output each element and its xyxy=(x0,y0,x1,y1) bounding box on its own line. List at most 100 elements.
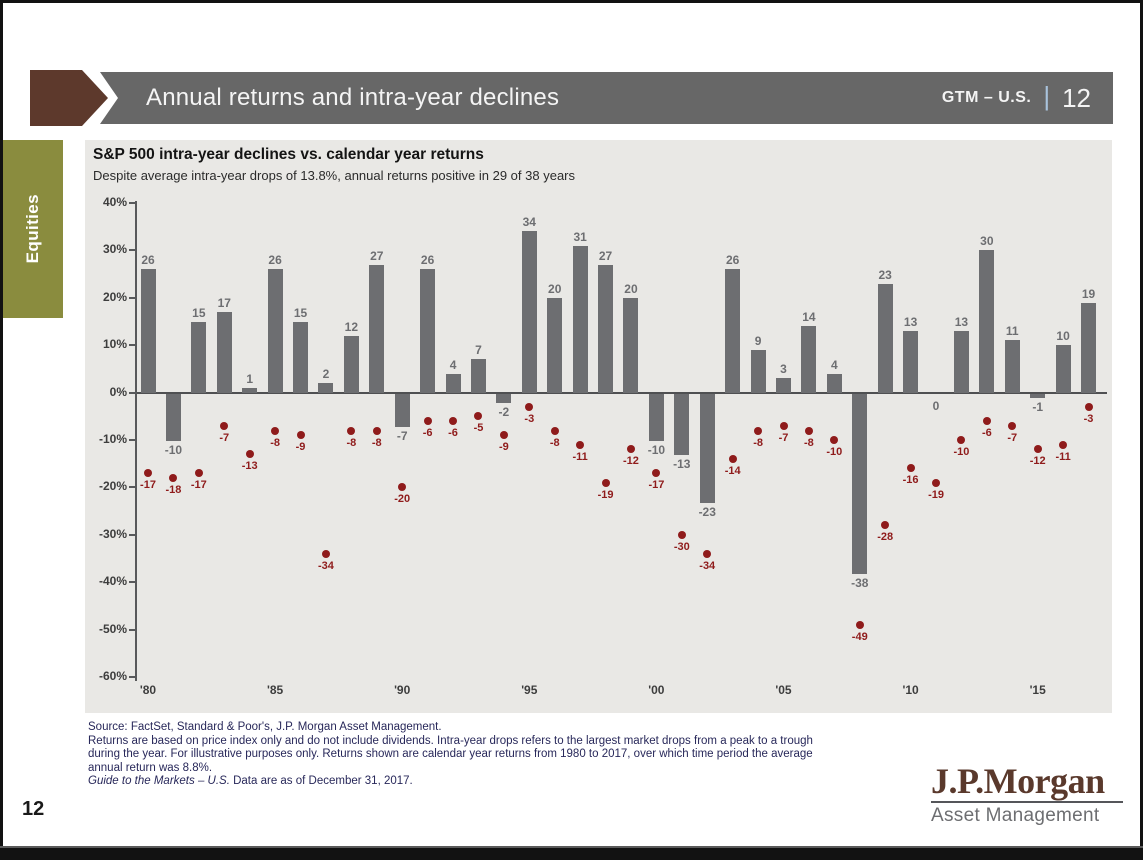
return-bar-1987 xyxy=(318,383,334,393)
y-axis-tick xyxy=(129,581,135,584)
decline-label-1981: -18 xyxy=(165,483,182,496)
jpmorgan-logo: J.P.Morgan Asset Management xyxy=(931,762,1123,827)
separator-pipe: | xyxy=(1043,81,1051,111)
decline-label-2000: -17 xyxy=(648,479,665,492)
decline-label-1995: -3 xyxy=(524,412,535,425)
return-bar-2006 xyxy=(801,326,817,393)
decline-dot-1996 xyxy=(550,426,559,435)
return-bar-1991 xyxy=(420,269,436,393)
return-label-2000: -10 xyxy=(647,443,666,457)
return-bar-1985 xyxy=(267,269,283,393)
return-label-2009: 23 xyxy=(878,267,892,282)
x-tick-label: '15 xyxy=(1029,683,1046,697)
decline-dot-1988 xyxy=(347,426,356,435)
x-tick-label: '80 xyxy=(139,683,157,697)
return-label-1984: 1 xyxy=(246,371,254,386)
chart-subtitle: Despite average intra-year drops of 13.8… xyxy=(93,168,575,183)
jpmorgan-logo-rule xyxy=(931,801,1123,803)
decline-dot-1983 xyxy=(220,421,229,430)
decline-dot-1990 xyxy=(398,483,407,492)
decline-label-2017: -3 xyxy=(1083,412,1094,425)
return-label-1998: 27 xyxy=(598,248,613,263)
return-label-1994: -2 xyxy=(498,405,510,420)
return-label-2001: -13 xyxy=(673,457,691,472)
slide-border-bottom-accent xyxy=(0,846,1143,848)
decline-dot-2014 xyxy=(1008,421,1017,430)
decline-label-2001: -30 xyxy=(673,540,690,553)
return-label-1986: 15 xyxy=(293,305,308,320)
return-label-1981: -10 xyxy=(164,443,183,457)
decline-dot-2004 xyxy=(754,426,763,435)
return-label-1987: 2 xyxy=(322,367,330,382)
decline-label-1994: -9 xyxy=(498,441,509,454)
sidebar-tab-equities[interactable]: Equities xyxy=(3,140,63,318)
gtm-label-group: GTM – U.S. | 12 xyxy=(942,72,1091,124)
return-bar-2016 xyxy=(1055,345,1071,393)
y-axis-tick xyxy=(129,533,135,536)
return-bar-2002 xyxy=(699,393,715,503)
x-tick-label: '90 xyxy=(394,683,411,697)
decline-dot-2013 xyxy=(982,417,991,426)
return-label-2003: 26 xyxy=(725,253,740,268)
decline-label-1980: -17 xyxy=(140,479,156,492)
x-tick-label: '05 xyxy=(775,683,792,697)
y-tick-label: 40% xyxy=(102,195,127,209)
decline-label-1984: -13 xyxy=(241,460,258,473)
decline-dot-1980 xyxy=(144,469,152,478)
decline-label-1990: -20 xyxy=(394,493,411,506)
return-label-2016: 10 xyxy=(1056,329,1070,344)
header-bar: Annual returns and intra-year declines G… xyxy=(100,72,1113,124)
decline-label-1986: -9 xyxy=(295,441,306,454)
decline-label-1992: -6 xyxy=(448,427,458,440)
return-bar-2001 xyxy=(674,393,690,456)
return-label-1990: -7 xyxy=(396,428,408,443)
footnote-line: during the year. For illustrative purpos… xyxy=(88,748,813,760)
zero-axis-line xyxy=(137,391,1107,394)
return-label-1983: 17 xyxy=(217,296,231,311)
decline-dot-1997 xyxy=(576,440,585,449)
footnote-source: Source: FactSet, Standard & Poor's, J.P.… xyxy=(88,721,442,733)
y-tick-label: -40% xyxy=(98,574,127,589)
y-tick-label: 20% xyxy=(102,289,127,304)
sidebar-tab-label: Equities xyxy=(23,194,42,264)
y-axis-tick xyxy=(129,628,135,631)
decline-dot-1984 xyxy=(245,450,254,459)
decline-dot-2005 xyxy=(779,421,788,430)
chart-panel: S&P 500 intra-year declines vs. calendar… xyxy=(85,140,1112,713)
y-axis-tick xyxy=(129,296,135,299)
footnote-line: Returns are based on price index only an… xyxy=(88,734,813,747)
y-axis-tick xyxy=(129,439,135,441)
y-tick-label: -50% xyxy=(98,621,127,636)
x-tick-label: '85 xyxy=(266,683,284,697)
gtm-series-label: GTM – U.S. xyxy=(941,89,1032,106)
decline-label-1989: -8 xyxy=(371,436,382,449)
decline-dot-1987 xyxy=(321,549,330,558)
y-axis-line xyxy=(135,201,137,681)
y-tick-label: 0% xyxy=(109,384,127,399)
return-bar-1988 xyxy=(343,335,359,393)
return-bar-2017 xyxy=(1081,302,1097,393)
decline-dot-1989 xyxy=(372,426,381,435)
decline-dot-1985 xyxy=(271,426,280,435)
decline-dot-2012 xyxy=(957,436,966,444)
decline-label-2009: -28 xyxy=(877,531,894,544)
decline-label-1983: -7 xyxy=(219,431,230,444)
chart-title: S&P 500 intra-year declines vs. calendar… xyxy=(93,146,484,163)
return-bar-2008 xyxy=(852,393,868,574)
decline-dot-2009 xyxy=(881,521,890,530)
decline-dot-1998 xyxy=(601,478,610,487)
return-bar-1995 xyxy=(521,231,537,393)
decline-label-2008: -49 xyxy=(851,630,868,643)
decline-dot-1995 xyxy=(525,402,534,411)
decline-dot-2007 xyxy=(830,436,839,444)
return-bar-2015 xyxy=(1030,393,1046,399)
return-label-1995: 34 xyxy=(522,215,536,230)
decline-dot-2017 xyxy=(1084,402,1093,411)
return-label-1982: 15 xyxy=(192,305,206,320)
footnotes: Source: FactSet, Standard & Poor's, J.P.… xyxy=(88,721,813,789)
return-label-1999: 20 xyxy=(624,281,638,296)
y-tick-label: 30% xyxy=(102,242,127,257)
return-bar-1983 xyxy=(216,312,232,393)
return-bar-1980 xyxy=(140,269,156,393)
